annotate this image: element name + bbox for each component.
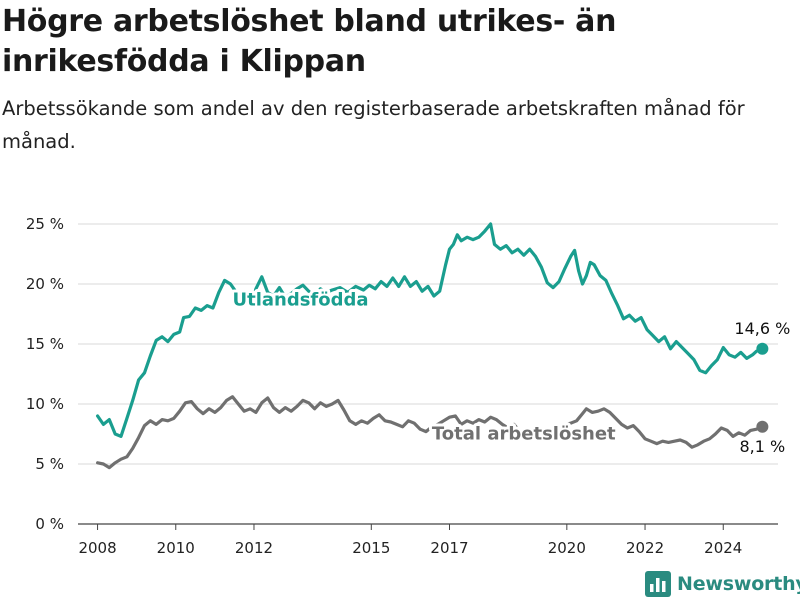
series-label-total: Total arbetslöshet <box>432 423 616 444</box>
series-end-point <box>756 420 769 433</box>
x-tick-label: 2008 <box>78 539 116 557</box>
series-label-utlandsfodda: Utlandsfödda <box>232 290 368 311</box>
y-tick-label: 5 % <box>35 455 64 473</box>
x-tick-label: 2015 <box>352 539 390 557</box>
series-line-utlandsfodda <box>96 222 764 438</box>
end-value-label-total: 8,1 % <box>739 437 785 456</box>
brand-name: Newsworthy <box>677 573 800 595</box>
x-tick-label: 2012 <box>235 539 273 557</box>
end-value-label-utlandsfodda: 14,6 % <box>734 319 790 338</box>
y-tick-label: 15 % <box>26 335 64 353</box>
chart-subtitle: Arbetssökande som andel av den registerb… <box>2 97 745 153</box>
x-tick-label: 2010 <box>157 539 195 557</box>
label-layer: Utlandsfödda Total arbetslöshet 14,6 % 8,1 … <box>229 287 790 456</box>
series-end-point <box>756 342 769 355</box>
series-layer <box>96 222 769 470</box>
y-tick-label: 0 % <box>35 515 64 533</box>
series-line-total <box>96 395 764 470</box>
y-tick-label: 25 % <box>26 215 64 233</box>
y-tick-label: 20 % <box>26 275 64 293</box>
axis-layer: 0 % 5 % 10 % 15 % 20 % 25 % 2008 2010 2012 2015 20… <box>26 215 742 557</box>
x-tick-label: 2020 <box>548 539 586 557</box>
newsworthy-brand[interactable]: Newsworthy <box>645 569 800 599</box>
x-tick-label: 2017 <box>430 539 468 557</box>
y-tick-label: 10 % <box>26 395 64 413</box>
x-tick-label: 2022 <box>626 539 664 557</box>
bar-chart-logo-icon <box>645 571 671 597</box>
x-tick-label: 2024 <box>704 539 742 557</box>
grid-layer <box>78 223 778 525</box>
chart-title: Högre arbetslöshet bland utrikes- än inr… <box>2 4 617 79</box>
